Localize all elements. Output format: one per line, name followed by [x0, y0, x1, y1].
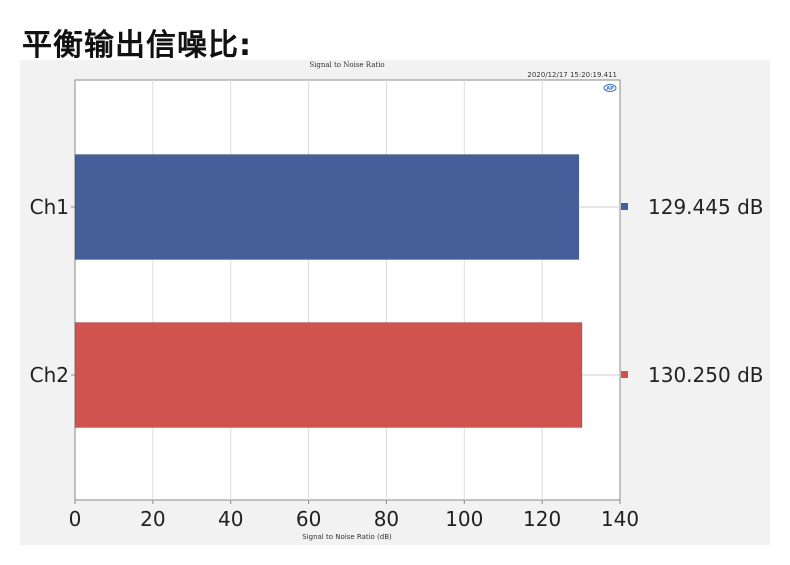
category-label-ch1: Ch1	[30, 195, 69, 219]
bar-ch2	[74, 322, 583, 428]
x-tick-label: 60	[296, 507, 321, 531]
legend-swatch-ch2	[621, 371, 628, 378]
grid-lines	[152, 80, 543, 500]
value-label-ch1: 129.445 dB	[648, 195, 763, 219]
x-tick-label: 120	[523, 507, 561, 531]
x-tick-label: 140	[601, 507, 639, 531]
bar-ch1	[74, 154, 580, 260]
x-tick-label: 100	[445, 507, 483, 531]
ap-logo-text: AP	[606, 86, 614, 92]
x-axis-label: Signal to Noise Ratio (dB)	[302, 533, 392, 541]
value-labels: 129.445 dB 130.250 dB	[621, 195, 763, 387]
x-tick-labels: 0 20 40 60 80 100 120 140	[69, 500, 639, 531]
page-heading: 平衡输出信噪比:	[22, 28, 252, 63]
plot-area	[74, 79, 621, 501]
value-label-ch2: 130.250 dB	[648, 363, 763, 387]
category-label-ch2: Ch2	[30, 363, 69, 387]
chart-panel: 0 20 40 60 80 100 120 140 Ch1 Ch2 129.445 dB 130.…	[20, 60, 770, 545]
legend-swatch-ch1	[621, 203, 628, 210]
x-tick-label: 0	[69, 507, 82, 531]
category-labels: Ch1 Ch2	[30, 195, 75, 387]
x-tick-label: 40	[218, 507, 243, 531]
ap-logo: AP	[603, 84, 617, 92]
bars	[74, 154, 620, 428]
bar-chart: 0 20 40 60 80 100 120 140 Ch1 Ch2 129.445 dB 130.…	[30, 61, 764, 541]
chart-title: Signal to Noise Ratio	[309, 61, 384, 69]
x-tick-label: 20	[140, 507, 165, 531]
chart-timestamp: 2020/12/17 15:20:19.411	[527, 71, 617, 79]
x-tick-label: 80	[374, 507, 399, 531]
